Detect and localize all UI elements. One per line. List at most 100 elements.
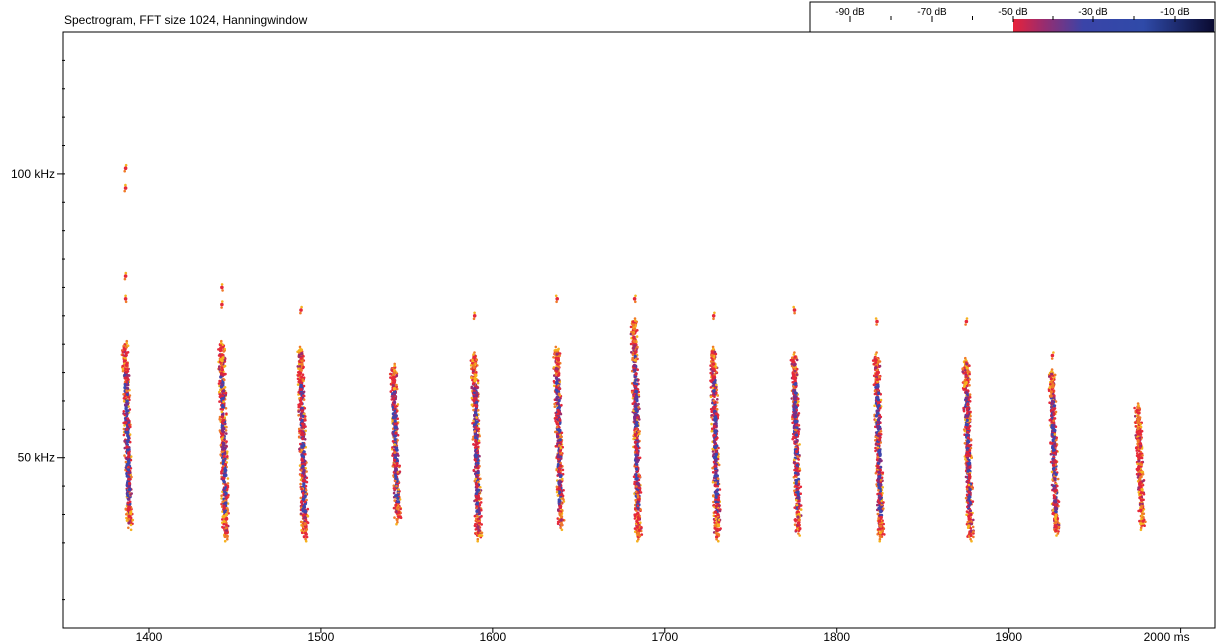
pulse-dot bbox=[219, 380, 222, 383]
pulse-dot bbox=[791, 381, 794, 384]
pulse-dot bbox=[968, 364, 971, 368]
pulse-dot bbox=[397, 510, 401, 514]
pulse-dot bbox=[714, 481, 717, 485]
pulse-dot bbox=[300, 473, 304, 477]
pulse-dot bbox=[301, 433, 305, 437]
pulse-dot bbox=[219, 349, 222, 353]
pulse-dot bbox=[122, 393, 125, 396]
pulse-dot bbox=[303, 515, 307, 520]
pulse-dot bbox=[300, 454, 304, 458]
pulse-dot bbox=[297, 380, 301, 384]
pulse-dot bbox=[717, 496, 721, 500]
pulse-dot bbox=[717, 518, 721, 522]
pulse-dot bbox=[220, 353, 224, 357]
pulse-dot bbox=[476, 449, 479, 452]
pulse-dot bbox=[300, 458, 304, 462]
pulse-dot bbox=[881, 471, 885, 475]
pulse-outlier bbox=[554, 294, 558, 298]
pulse-dot bbox=[476, 471, 480, 475]
pulse-dot bbox=[713, 429, 717, 433]
pulse-dot bbox=[474, 482, 479, 486]
pulse-dot bbox=[304, 467, 308, 470]
pulse-dot bbox=[793, 369, 797, 373]
pulse-dot bbox=[710, 422, 713, 426]
pulse-dot bbox=[302, 450, 306, 454]
pulse-dot bbox=[878, 531, 882, 535]
pulse-dot bbox=[220, 437, 224, 440]
pulse-dot bbox=[223, 347, 226, 351]
pulse-dot bbox=[713, 395, 716, 399]
pulse-dot bbox=[878, 377, 882, 381]
pulse-dot bbox=[480, 523, 484, 526]
pulse-dot bbox=[557, 347, 560, 351]
pulse-4 bbox=[388, 362, 403, 526]
pulse-dot bbox=[971, 525, 975, 529]
pulse-dot bbox=[709, 395, 713, 399]
pulse-dot bbox=[794, 440, 798, 444]
pulse-dot bbox=[552, 379, 556, 383]
pulse-dot bbox=[470, 385, 474, 389]
pulse-outlier bbox=[473, 311, 476, 315]
pulse-dot bbox=[399, 507, 402, 511]
pulse-dot bbox=[220, 428, 224, 433]
pulse-dot bbox=[477, 439, 481, 443]
pulse-dot bbox=[555, 352, 559, 356]
pulse-dot bbox=[878, 453, 882, 457]
pulse-dot bbox=[470, 376, 473, 380]
pulse-dot bbox=[399, 516, 403, 520]
pulse-dot bbox=[558, 438, 562, 442]
pulse-dot bbox=[796, 521, 801, 525]
pulse-dot bbox=[221, 419, 225, 423]
pulse-dot bbox=[127, 465, 130, 469]
pulse-dot bbox=[125, 389, 128, 393]
pulse-outlier bbox=[220, 306, 223, 309]
pulse-dot bbox=[224, 531, 228, 535]
chart-title: Spectrogram, FFT size 1024, Hanningwindo… bbox=[64, 13, 308, 27]
pulse-dot bbox=[795, 449, 799, 454]
pulse-dot bbox=[873, 389, 877, 393]
pulse-dot bbox=[298, 345, 302, 349]
pulse-dot bbox=[396, 496, 400, 500]
pulse-dot bbox=[966, 436, 970, 440]
pulse-dot bbox=[222, 443, 226, 447]
pulse-dot bbox=[474, 408, 478, 412]
pulse-outlier bbox=[964, 319, 969, 324]
pulse-dot bbox=[224, 512, 228, 517]
pulse-dot bbox=[716, 394, 719, 397]
pulse-dot bbox=[127, 423, 131, 427]
pulse-dot bbox=[552, 356, 555, 359]
pulse-dot bbox=[122, 399, 126, 403]
pulse-dot bbox=[301, 497, 305, 501]
pulse-dot bbox=[878, 459, 882, 463]
pulse-dot bbox=[226, 482, 230, 485]
pulse-dot bbox=[129, 455, 133, 458]
pulse-dot bbox=[302, 398, 306, 401]
pulse-outlier bbox=[300, 305, 303, 309]
pulse-outlier bbox=[874, 317, 878, 320]
pulse-dot bbox=[711, 480, 715, 484]
pulse-dot bbox=[717, 498, 721, 502]
pulse-dot bbox=[714, 531, 718, 535]
pulse-outlier bbox=[124, 271, 128, 275]
pulse-dot bbox=[877, 506, 881, 510]
pulse-dot bbox=[793, 468, 796, 472]
pulse-dot bbox=[219, 388, 222, 392]
pulse-dot bbox=[636, 416, 639, 419]
pulse-dot bbox=[716, 528, 720, 532]
pulse-dot bbox=[637, 440, 640, 444]
pulse-dot bbox=[129, 425, 132, 429]
pulse-dot bbox=[710, 429, 714, 433]
pulse-dot bbox=[638, 486, 642, 490]
pulse-dot bbox=[559, 518, 563, 522]
pulse-dot bbox=[301, 491, 305, 495]
pulse-dot bbox=[302, 504, 306, 508]
pulse-dot bbox=[714, 504, 719, 508]
pulse-dot bbox=[225, 432, 228, 435]
pulse-dot bbox=[225, 444, 228, 448]
pulse-dot bbox=[878, 496, 882, 500]
pulse-dot bbox=[633, 517, 637, 520]
pulse-dot bbox=[218, 395, 222, 399]
pulse-dot bbox=[964, 375, 968, 378]
pulse-dot bbox=[128, 487, 132, 491]
pulse-dot bbox=[470, 396, 474, 400]
